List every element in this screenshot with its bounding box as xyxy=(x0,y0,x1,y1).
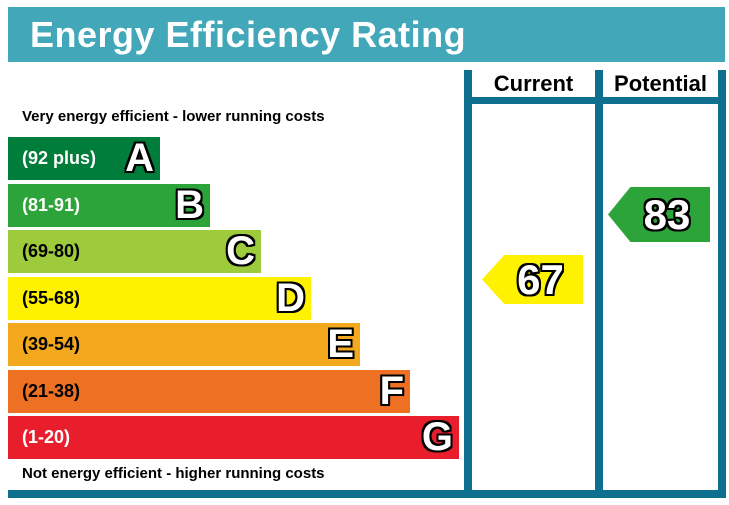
band-c-letter: C xyxy=(226,229,255,273)
band-f: (21-38) F xyxy=(8,370,410,413)
band-g-letter: G xyxy=(421,415,453,459)
band-e-range: (39-54) xyxy=(22,334,81,354)
band-g: (1-20) G xyxy=(8,416,459,459)
band-c-range: (69-80) xyxy=(22,241,81,261)
band-b-range: (81-91) xyxy=(22,195,81,215)
table-border-right xyxy=(718,70,726,498)
band-b: (81-91) B xyxy=(8,184,210,227)
band-a: (92 plus) A xyxy=(8,137,160,180)
band-b-letter: B xyxy=(175,183,204,227)
table-border-left xyxy=(464,70,472,498)
band-d-letter: D xyxy=(276,276,305,320)
band-f-range: (21-38) xyxy=(22,381,81,401)
current-rating-arrow: 67 xyxy=(482,255,583,304)
table-border-middle xyxy=(595,70,603,498)
potential-rating-arrow: 83 xyxy=(608,187,710,242)
band-c: (69-80) C xyxy=(8,230,261,273)
current-column-header: Current xyxy=(493,71,574,96)
band-a-range: (92 plus) xyxy=(22,148,97,168)
bottom-note: Not energy efficient - higher running co… xyxy=(22,465,325,482)
band-e-letter: E xyxy=(327,322,354,366)
current-rating-value: 67 xyxy=(517,255,564,303)
chart-title-bar: Energy Efficiency Rating xyxy=(8,7,725,62)
table-header-underline xyxy=(464,97,726,104)
top-note: Very energy efficient - lower running co… xyxy=(22,108,325,125)
band-d-range: (55-68) xyxy=(22,288,81,308)
band-f-letter: F xyxy=(379,369,404,413)
potential-rating-value: 83 xyxy=(643,190,691,238)
band-g-range: (1-20) xyxy=(22,427,71,447)
chart-title: Energy Efficiency Rating xyxy=(30,13,467,55)
band-d: (55-68) D xyxy=(8,277,311,320)
band-e: (39-54) E xyxy=(8,323,360,366)
table-border-bottom xyxy=(8,490,726,498)
band-a-letter: A xyxy=(125,136,154,180)
potential-column-header: Potential xyxy=(614,71,707,96)
